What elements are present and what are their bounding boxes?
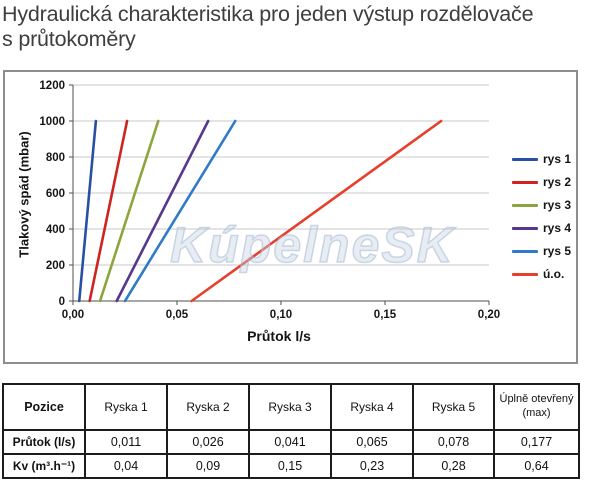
x-tick-label: 0,20: [478, 309, 500, 321]
y-tick-label: 1200: [39, 80, 65, 92]
legend-line-swatch: [511, 180, 538, 184]
table-value-cell: 0,177: [493, 429, 580, 455]
legend-label: ú.o.: [542, 267, 565, 281]
legend-label: rys 2: [542, 175, 571, 189]
data-table: Pozice Ryska 1 Ryska 2 Ryska 3 Ryska 4 Ryska …: [2, 383, 580, 479]
table-value-cell: 0,065: [330, 429, 414, 455]
table-header-cell: Ryska 1: [84, 383, 168, 431]
legend-item: rys 4: [511, 221, 571, 235]
legend-label: rys 3: [542, 198, 571, 212]
table-value-cell: 0,041: [248, 429, 332, 455]
table-value-cell: 0,04: [84, 453, 168, 479]
table-header-row: Pozice Ryska 1 Ryska 2 Ryska 3 Ryska 4 Ryska …: [2, 383, 580, 431]
table-value-cell: 0,15: [248, 453, 332, 479]
y-axis-title: Tlakový spád (mbar): [16, 131, 32, 258]
table-value-cell: 0,011: [84, 429, 168, 455]
legend-line-swatch: [511, 249, 538, 253]
series-line-rys-5: [123, 119, 237, 303]
y-tick-label: 600: [46, 188, 65, 200]
chart-canvas: 0 200 400 600 800 1000 1200 0,00 0,05 0,10 0,15 0,2…: [39, 80, 500, 321]
table-body: Průtok (l/s) 0,011 0,026 0,041 0,065 0,078 0,1…: [2, 429, 580, 479]
table-header-cell: Ryska 2: [166, 383, 250, 431]
table-row-label: Průtok (l/s): [2, 429, 86, 455]
series-line-rys-1: [77, 119, 98, 303]
page-title: Hydraulická charakteristika pro jeden vý…: [2, 2, 598, 52]
legend-item: rys 3: [511, 198, 571, 212]
table-value-cell: 0,09: [166, 453, 250, 479]
legend-label: rys 5: [542, 244, 571, 258]
table-value-cell: 0,64: [493, 453, 580, 479]
legend-line-swatch: [511, 272, 538, 276]
legend-line-swatch: [511, 203, 538, 207]
series-line--o-: [190, 119, 443, 303]
legend-item: rys 1: [511, 152, 571, 166]
hydraulic-chart: 0 200 400 600 800 1000 1200 0,00 0,05 0,10 0,15 0,2…: [3, 70, 578, 364]
page-title-line-2: s průtokoměry: [2, 27, 136, 51]
y-tick-label: 400: [46, 224, 65, 236]
table-header-cell: Ryska 3: [248, 383, 332, 431]
series-line-rys-3: [98, 119, 160, 303]
legend-line-swatch: [511, 157, 538, 161]
table-row: Průtok (l/s) 0,011 0,026 0,041 0,065 0,078 0,1…: [2, 429, 580, 455]
series-line-rys-4: [115, 119, 210, 303]
x-tick-label: 0,05: [166, 309, 189, 321]
x-tick-label: 0,15: [374, 309, 397, 321]
legend-item: rys 2: [511, 175, 571, 189]
y-tick-label: 0: [59, 296, 65, 308]
legend-label: rys 1: [542, 152, 571, 166]
table-value-cell: 0,23: [330, 453, 414, 479]
x-tick-label: 0,10: [270, 309, 292, 321]
y-tick-label: 800: [46, 152, 65, 164]
table-header-cell: Ryska 5: [412, 383, 495, 431]
legend-label: rys 4: [542, 221, 571, 235]
page-title-line-1: Hydraulická charakteristika pro jeden vý…: [2, 2, 534, 26]
table-header-cell: Úplně otevřený (max): [493, 383, 580, 431]
legend-item: rys 5: [511, 244, 571, 258]
table-value-cell: 0,28: [412, 453, 495, 479]
x-tick-label: 0,00: [62, 309, 84, 321]
series-line-rys-2: [88, 119, 129, 303]
y-tick-label: 200: [46, 260, 65, 272]
chart-legend: rys 1 rys 2 rys 3 rys 4 rys 5 ú.o.: [511, 152, 571, 281]
table-row: Kv (m³.h⁻¹) 0,04 0,09 0,15 0,23 0,28 0,64: [2, 453, 580, 479]
x-axis-title: Průtok l/s: [247, 328, 311, 344]
table-header-cell: Pozice: [2, 383, 86, 431]
table-header-cell: Ryska 4: [330, 383, 414, 431]
legend-item: ú.o.: [511, 267, 571, 281]
legend-line-swatch: [511, 226, 538, 230]
table-value-cell: 0,026: [166, 429, 250, 455]
table-row-label: Kv (m³.h⁻¹): [2, 453, 86, 479]
table-value-cell: 0,078: [412, 429, 495, 455]
y-tick-label: 1000: [39, 116, 65, 128]
